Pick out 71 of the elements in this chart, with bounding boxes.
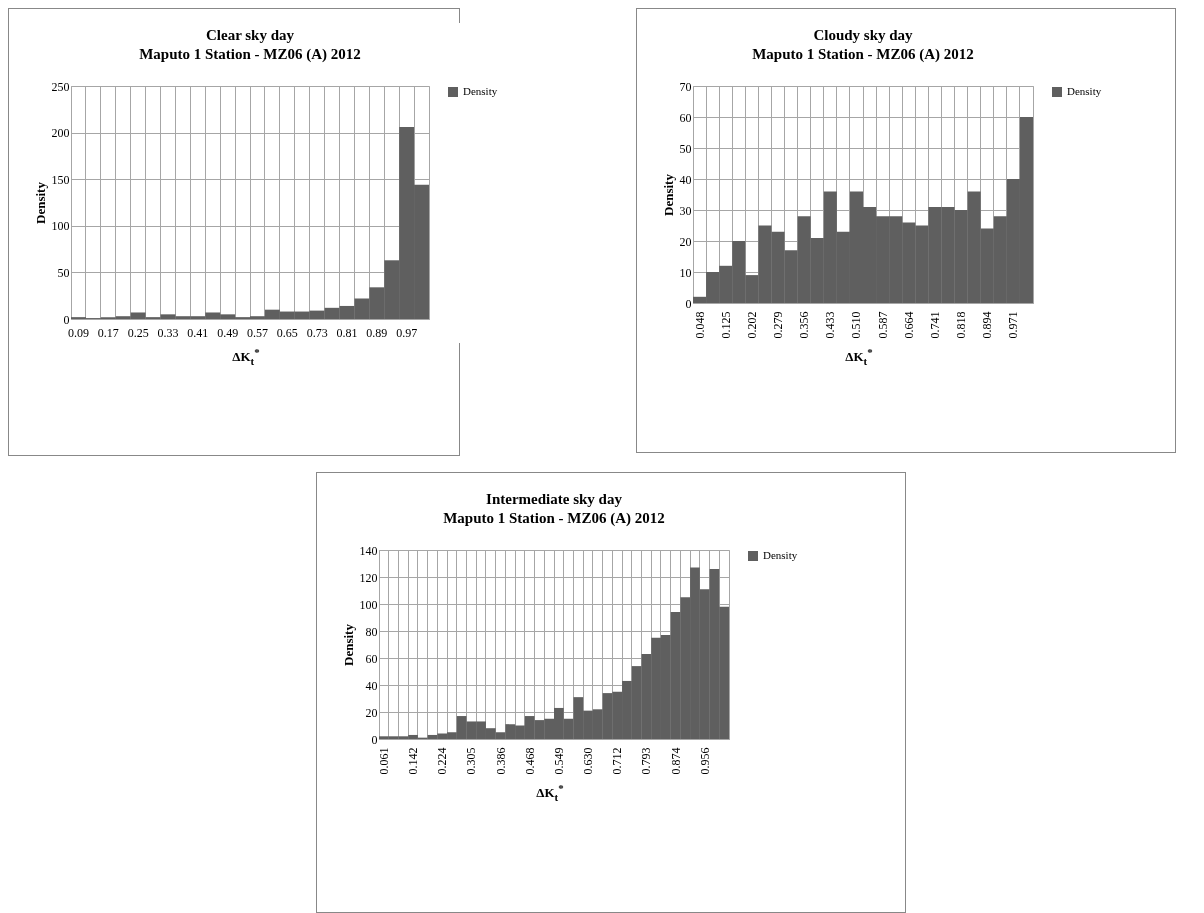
chart-subtitle: Maputo 1 Station - MZ06 (A) 2012 — [752, 46, 974, 63]
x-tick-label: 0.97 — [396, 325, 418, 340]
x-tick-label: 0.818 — [954, 311, 969, 339]
y-axis-title: Density — [340, 623, 356, 666]
y-tick-label: 80 — [365, 624, 378, 639]
x-tick-label: 0.356 — [797, 311, 812, 339]
y-tick-label: 20 — [365, 705, 378, 720]
x-tick-label: 0.142 — [406, 747, 421, 775]
y-tick-label: 0 — [685, 296, 692, 311]
x-tick-label: 0.41 — [187, 325, 209, 340]
x-tick-label: 0.386 — [493, 747, 508, 775]
y-tick-label: 200 — [51, 126, 70, 141]
x-tick-label: 0.048 — [692, 311, 707, 339]
x-tick-label: 0.956 — [697, 747, 712, 775]
x-tick-label: 0.741 — [927, 311, 942, 339]
y-tick-label: 40 — [365, 678, 378, 693]
chart-title: Intermediate sky day — [486, 491, 623, 507]
x-tick-label: 0.468 — [522, 747, 537, 775]
x-tick-label: 0.73 — [306, 325, 328, 340]
chart-title: Clear sky day — [205, 27, 295, 43]
chart-subtitle: Maputo 1 Station - MZ06 (A) 2012 — [443, 510, 665, 527]
x-tick-label: 0.433 — [823, 311, 838, 339]
x-tick-label: 0.061 — [376, 747, 391, 775]
y-tick-label: 250 — [51, 79, 70, 94]
x-tick-label: 0.712 — [610, 747, 625, 775]
x-tick-label: 0.305 — [464, 747, 479, 775]
x-tick-label: 0.224 — [435, 747, 450, 775]
chart-subtitle: Maputo 1 Station - MZ06 (A) 2012 — [139, 46, 361, 63]
x-tick-label: 0.81 — [336, 325, 358, 340]
x-tick-label: 0.09 — [67, 325, 89, 340]
x-tick-label: 0.549 — [551, 747, 566, 775]
y-tick-label: 60 — [365, 651, 378, 666]
y-tick-label: 50 — [679, 141, 692, 156]
x-tick-label: 0.587 — [875, 311, 890, 339]
x-tick-label: 0.17 — [97, 325, 119, 340]
y-tick-label: 10 — [679, 265, 692, 280]
x-tick-label: 0.125 — [718, 311, 733, 339]
y-tick-label: 100 — [51, 219, 70, 234]
x-tick-label: 0.49 — [217, 325, 239, 340]
y-tick-label: 140 — [359, 543, 378, 558]
x-tick-label: 0.279 — [771, 311, 785, 339]
y-tick-label: 40 — [679, 172, 692, 187]
legend-label: Density — [1067, 85, 1102, 97]
x-tick-label: 0.793 — [639, 747, 654, 775]
x-tick-label: 0.630 — [581, 747, 596, 775]
y-axis-title: Density — [32, 181, 48, 224]
y-tick-label: 120 — [359, 570, 378, 585]
x-tick-label: 0.89 — [366, 325, 388, 340]
chart-title: Cloudy sky day — [813, 27, 914, 43]
x-tick-label: 0.874 — [668, 747, 683, 775]
y-tick-label: 0 — [371, 732, 378, 747]
y-tick-label: 70 — [679, 79, 692, 94]
x-tick-label: 0.664 — [901, 311, 916, 339]
y-tick-label: 100 — [359, 597, 378, 612]
y-tick-label: 30 — [679, 203, 692, 218]
x-tick-label: 0.894 — [980, 311, 995, 339]
y-tick-label: 20 — [679, 234, 692, 249]
x-tick-label: 0.65 — [276, 325, 298, 340]
y-tick-label: 50 — [57, 265, 70, 280]
y-tick-label: 0 — [63, 312, 70, 327]
x-tick-label: 0.33 — [157, 325, 179, 340]
x-tick-label: 0.202 — [744, 311, 759, 339]
legend-label: Density — [463, 85, 498, 97]
legend-label: Density — [763, 549, 798, 561]
x-tick-label: 0.971 — [1006, 311, 1021, 339]
y-axis-title: Density — [660, 173, 676, 216]
x-tick-label: 0.57 — [246, 325, 268, 340]
y-tick-label: 60 — [679, 110, 692, 125]
y-tick-label: 150 — [51, 172, 70, 187]
x-tick-label: 0.25 — [127, 325, 149, 340]
x-tick-label: 0.510 — [849, 311, 864, 339]
